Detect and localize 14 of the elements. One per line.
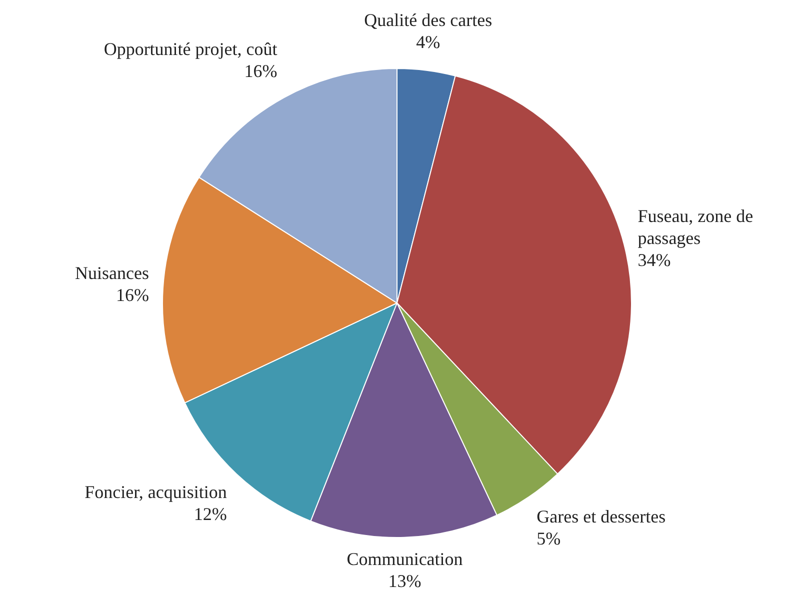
data-label: 5% xyxy=(536,528,561,548)
slice-label: Qualité des cartes xyxy=(364,10,492,30)
data-label: 16% xyxy=(116,285,149,306)
slice-label: Communication xyxy=(346,549,463,570)
data-label: 4% xyxy=(416,32,440,52)
slice-label: Foncier, acquisition xyxy=(84,482,227,502)
data-label: 34% xyxy=(638,250,671,270)
data-label: 12% xyxy=(194,504,227,524)
slice-label: Nuisances xyxy=(75,263,149,284)
slice-label: Gares et dessertes xyxy=(536,506,666,526)
data-label: 13% xyxy=(388,571,422,592)
slice-label: Opportunité projet, coût xyxy=(104,38,278,59)
data-label: 16% xyxy=(244,60,278,81)
slice-label: Fuseau, zone de passages xyxy=(638,206,754,248)
